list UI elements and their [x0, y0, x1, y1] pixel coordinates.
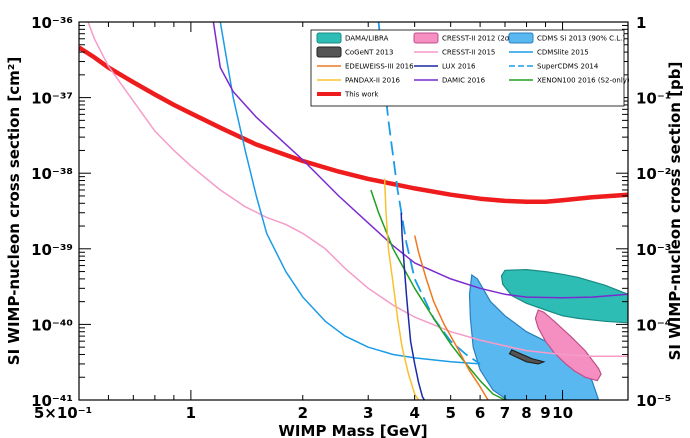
legend: DAMA/LIBRA CRESST-II 2012 (2σ) CDMS Si 201… [310, 29, 630, 107]
y-tick-labels-right: 10⁻⁵ 10⁻⁴ 10⁻³ 10⁻² 10⁻¹ 1 [636, 14, 671, 410]
legend-label-cresst-ii-2012-2: CRESST-II 2012 (2σ) [442, 35, 512, 43]
signal-regions [468, 268, 628, 400]
curve-xenon100-2016-s2-only [370, 189, 506, 400]
region-dama-libra [500, 268, 628, 324]
legend-label-dama-libra: DAMA/LIBRA [345, 35, 389, 43]
y-axis-title-right: SI WIMP-nucleon cross section [pb] [666, 62, 684, 361]
x-tick-label: 7 [500, 404, 510, 422]
legend-swatch-dama-libra [316, 32, 342, 44]
x-tick-label: 1 [186, 404, 196, 422]
y-tick-label-left: 10⁻³⁷ [31, 90, 73, 108]
legend-box [310, 29, 625, 107]
legend-label-edelweiss-iii-2016: EDELWEISS-III 2016 [345, 63, 414, 71]
y-tick-label-right: 10⁻³ [636, 241, 671, 259]
x-tick-labels: 5×10⁻¹ 1 2 3 4 5 6 7 8 9 10 [34, 404, 573, 422]
y-tick-label-right: 1 [636, 14, 646, 32]
y-tick-label-right: 10⁻⁵ [636, 392, 671, 410]
legend-label-cresst-ii-2015: CRESST-II 2015 [442, 49, 495, 57]
legend-label-cdms-si-2013-90-c-l: CDMS Si 2013 (90% C.L.) [537, 35, 625, 43]
curve-edelweiss-iii-2016 [413, 235, 489, 400]
curve-this-work [79, 45, 628, 204]
legend-swatch-cdms-si-2013-90-c-l [508, 32, 534, 44]
y-tick-label-left: 10⁻³⁶ [31, 14, 73, 32]
legend-label-cdmslite-2015: CDMSlite 2015 [537, 49, 589, 57]
curve-cdmslite-2015 [219, 22, 481, 365]
legend-label-cogent-2013: CoGeNT 2013 [345, 49, 393, 57]
curve-lux-2016 [400, 212, 426, 400]
region-cogent-2013 [508, 349, 546, 365]
legend-label-xenon100-2016-s2-only: XENON100 2016 (S2-only) [537, 77, 630, 85]
region-cresst-ii-2012-2 [534, 309, 602, 382]
legend-swatch-cogent-2013 [316, 46, 342, 58]
x-tick-label: 10 [552, 404, 573, 422]
y-tick-label-right: 10⁻⁴ [636, 316, 671, 334]
x-tick-label: 5 [445, 404, 455, 422]
y-tick-label-left: 10⁻³⁸ [31, 165, 73, 183]
x-tick-label: 6 [475, 404, 485, 422]
x-tick-label: 2 [298, 404, 308, 422]
legend-label-pandax-ii-2016: PANDAX-II 2016 [345, 77, 401, 85]
exclusion-curves [79, 22, 628, 400]
curve-cresst-ii-2015 [87, 22, 628, 357]
legend-label-lux-2016: LUX 2016 [442, 63, 476, 71]
curve-pandax-ii-2016 [383, 178, 420, 400]
x-tick-label: 3 [363, 404, 373, 422]
x-tick-label: 9 [540, 404, 550, 422]
legend-swatch-cresst-ii-2012-2 [413, 32, 439, 44]
y-tick-label-left: 10⁻⁴⁰ [31, 316, 73, 334]
y-tick-label-right: 10⁻¹ [636, 90, 671, 108]
x-tick-label: 8 [521, 404, 531, 422]
plot-frame [78, 21, 629, 401]
y-tick-label-left: 10⁻³⁹ [31, 241, 73, 259]
legend-label-this-work: This work [344, 91, 379, 99]
y-tick-label-left: 10⁻⁴¹ [31, 392, 73, 410]
x-tick-label: 4 [409, 404, 419, 422]
y-axis-title-left: SI WIMP-nucleon cross section [cm²] [5, 57, 23, 365]
y-tick-label-right: 10⁻² [636, 165, 671, 183]
y-tick-labels-left: 10⁻⁴¹ 10⁻⁴⁰ 10⁻³⁹ 10⁻³⁸ 10⁻³⁷ 10⁻³⁶ [31, 14, 73, 410]
legend-label-damic-2016: DAMIC 2016 [442, 77, 486, 85]
curve-supercdms-2014 [377, 22, 481, 365]
x-tick-label: 5×10⁻¹ [34, 404, 92, 422]
x-axis-title: WIMP Mass [GeV] [278, 422, 427, 438]
legend-label-supercdms-2014: SuperCDMS 2014 [537, 63, 599, 71]
